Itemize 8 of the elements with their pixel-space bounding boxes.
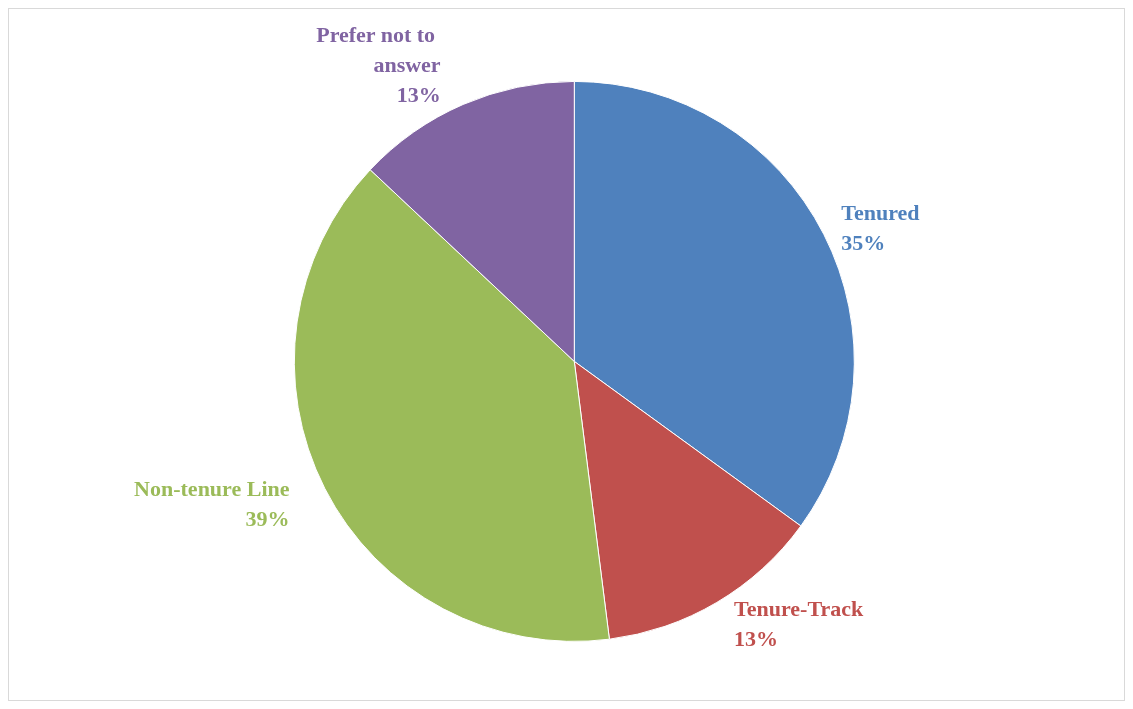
slice-label: Non-tenure Line	[134, 476, 290, 502]
slice-label: Tenure-Track	[734, 595, 864, 621]
data-label: 13%	[734, 625, 779, 651]
slice-label: Tenured	[841, 200, 920, 226]
data-label: 39%	[245, 506, 290, 532]
slice-label: Prefer not to answer	[316, 21, 441, 77]
data-label: 13%	[396, 81, 441, 107]
data-label: 35%	[841, 230, 886, 256]
